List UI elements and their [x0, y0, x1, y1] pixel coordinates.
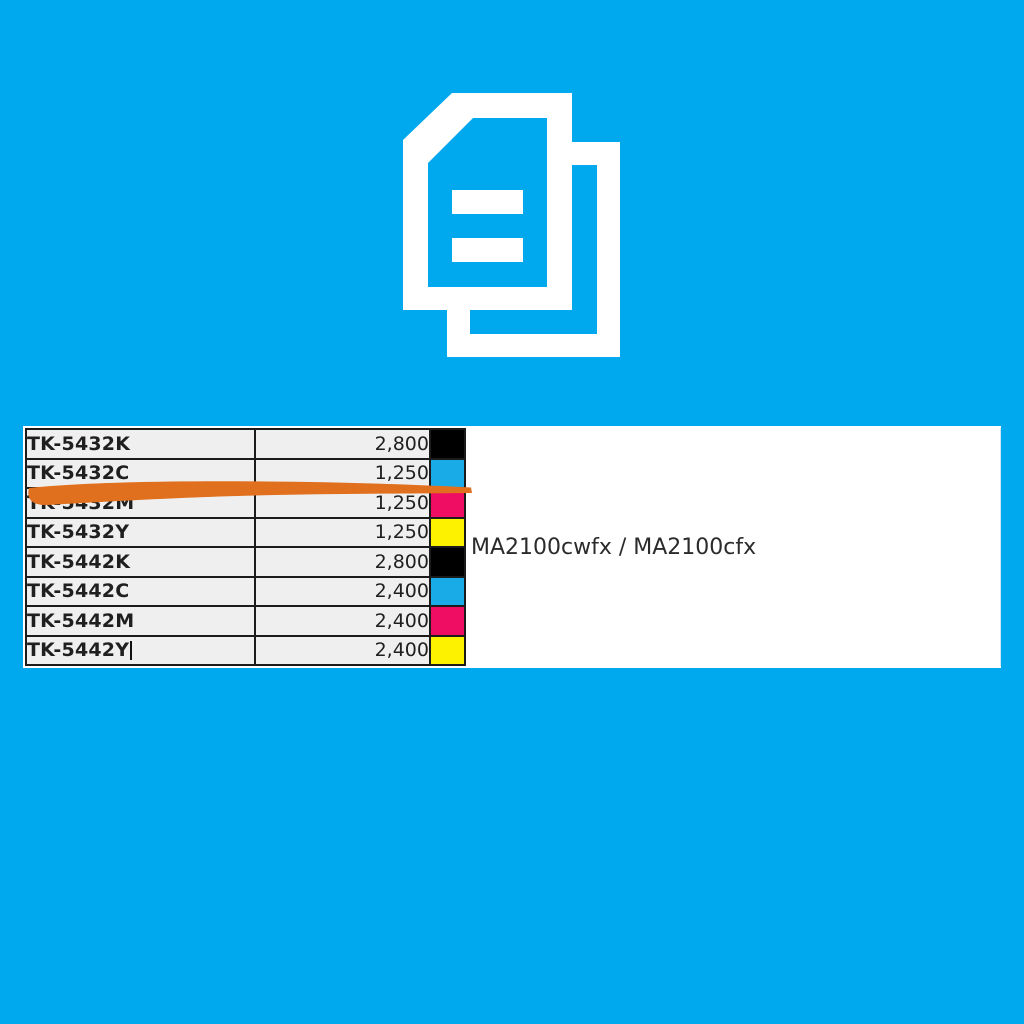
color-swatch: [429, 605, 466, 637]
model-cell[interactable]: TK-5432C: [25, 457, 256, 489]
text-caret: [130, 641, 133, 661]
page-yield-cell[interactable]: 2,400: [254, 634, 431, 666]
page-yield-cell[interactable]: 2,800: [254, 546, 431, 578]
color-swatch: [429, 634, 466, 666]
color-swatch: [429, 428, 466, 460]
page-yield-cell[interactable]: 1,250: [254, 487, 431, 519]
page-yield-cell[interactable]: 1,250: [254, 516, 431, 548]
model-cell[interactable]: TK-5432M: [25, 487, 256, 519]
table-row: TK-5442M 2,400: [25, 605, 466, 637]
page-yield-cell[interactable]: 1,250: [254, 457, 431, 489]
toner-sheet: TK-5432K 2,800 TK-5432C 1,250 TK-5432M 1…: [23, 426, 1001, 668]
color-swatch: [429, 575, 466, 607]
page-yield-cell[interactable]: 2,800: [254, 428, 431, 460]
model-cell[interactable]: TK-5442M: [25, 605, 256, 637]
text-line-bar: [452, 190, 523, 214]
table-row: TK-5442Y 2,400: [25, 634, 466, 666]
model-cell[interactable]: TK-5432K: [25, 428, 256, 460]
copy-document-icon: [403, 93, 620, 357]
table-row: TK-5432M 1,250: [25, 487, 466, 519]
model-cell[interactable]: TK-5442C: [25, 575, 256, 607]
table-row: TK-5432K 2,800: [25, 428, 466, 460]
table-row: TK-5442K 2,800: [25, 546, 466, 578]
model-cell[interactable]: TK-5442Y: [25, 634, 256, 666]
color-swatch: [429, 487, 466, 519]
table-row: TK-5432C 1,250: [25, 457, 466, 489]
page-yield-cell[interactable]: 2,400: [254, 605, 431, 637]
table-row: TK-5432Y 1,250: [25, 516, 466, 548]
model-cell[interactable]: TK-5432Y: [25, 516, 256, 548]
table-row: TK-5442C 2,400: [25, 575, 466, 607]
model-panel[interactable]: MA2100cwfx / MA2100cfx: [466, 428, 1001, 666]
model-cell[interactable]: TK-5442K: [25, 546, 256, 578]
page-yield-cell[interactable]: 2,400: [254, 575, 431, 607]
color-swatch: [429, 516, 466, 548]
model-panel-label: MA2100cwfx / MA2100cfx: [471, 534, 757, 560]
color-swatch: [429, 546, 466, 578]
toner-table: TK-5432K 2,800 TK-5432C 1,250 TK-5432M 1…: [25, 428, 466, 666]
text-line-bar: [452, 238, 523, 262]
color-swatch: [429, 457, 466, 489]
